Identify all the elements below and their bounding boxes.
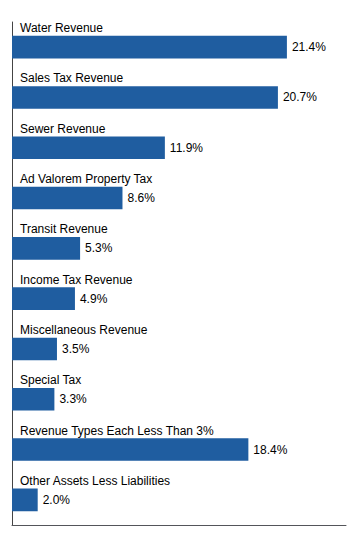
svg-text:8.6%: 8.6%: [127, 191, 155, 205]
svg-text:Sales Tax Revenue: Sales Tax Revenue: [20, 71, 124, 85]
svg-text:3.5%: 3.5%: [62, 342, 90, 356]
svg-text:3.3%: 3.3%: [59, 392, 87, 406]
svg-text:Miscellaneous Revenue: Miscellaneous Revenue: [20, 323, 148, 337]
svg-text:20.7%: 20.7%: [283, 90, 317, 104]
svg-text:5.3%: 5.3%: [85, 241, 113, 255]
svg-text:Ad Valorem Property Tax: Ad Valorem Property Tax: [20, 172, 152, 186]
svg-text:Revenue Types Each Less Than 3: Revenue Types Each Less Than 3%: [20, 424, 214, 438]
svg-text:Sewer Revenue: Sewer Revenue: [20, 122, 106, 136]
svg-text:Transit Revenue: Transit Revenue: [20, 222, 108, 236]
svg-text:4.9%: 4.9%: [80, 292, 108, 306]
svg-text:Income Tax Revenue: Income Tax Revenue: [20, 273, 133, 287]
svg-text:11.9%: 11.9%: [170, 141, 203, 155]
svg-text:Special Tax: Special Tax: [20, 373, 81, 387]
svg-text:2.0%: 2.0%: [43, 493, 71, 507]
svg-text:Water Revenue: Water Revenue: [20, 21, 103, 35]
svg-text:18.4%: 18.4%: [253, 443, 287, 457]
svg-text:Other Assets Less Liabilities: Other Assets Less Liabilities: [20, 474, 170, 488]
svg-text:21.4%: 21.4%: [292, 40, 326, 54]
